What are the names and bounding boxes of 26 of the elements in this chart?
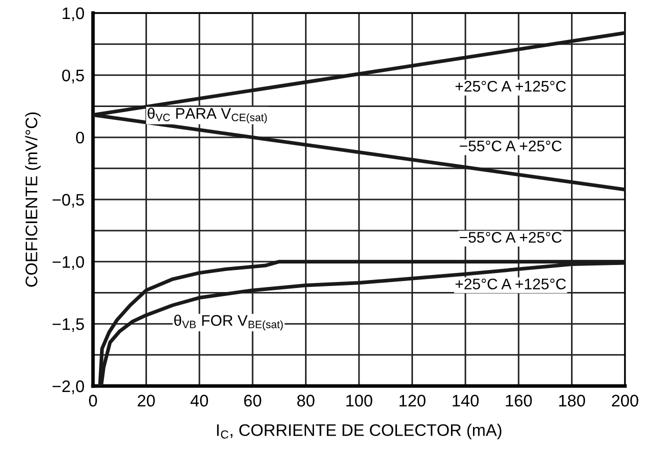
y-tick-label: 1,0 xyxy=(62,7,84,22)
y-tick-label: −0,5 xyxy=(52,194,84,208)
x-axis-title: I$_{C}$, CORRIENTE DE COLECTOR (mA) xyxy=(217,424,502,440)
annotation: −55°C A +25°C xyxy=(460,232,562,243)
x-tick-label: 0 xyxy=(89,394,97,407)
x-tick-label: 140 xyxy=(452,394,479,407)
annotation: −55°C A +25°C xyxy=(460,140,562,152)
y-tick-label: −2,0 xyxy=(52,380,84,394)
x-tick-label: 180 xyxy=(559,394,586,407)
y-tick-label: 0 xyxy=(76,132,84,144)
x-tick-label: 100 xyxy=(346,394,372,407)
x-tick-label: 200 xyxy=(612,394,638,407)
x-tick-label: 160 xyxy=(506,394,532,407)
x-tick-label: 20 xyxy=(138,394,155,407)
annotation: +25°C A +125°C xyxy=(456,278,566,290)
y-tick-label: 0,5 xyxy=(62,70,84,84)
x-tick-label: 40 xyxy=(190,394,208,407)
x-tick-label: 120 xyxy=(400,394,426,407)
annotation: θ$_{VC}$ PARA V$_{CE(sat)}$ xyxy=(148,108,267,124)
y-tick-label: −1,5 xyxy=(52,318,84,332)
y-tick-label: −1,0 xyxy=(52,256,84,270)
x-tick-label: 80 xyxy=(297,394,314,407)
annotation: +25°C A +125°C xyxy=(456,80,566,92)
x-tick-label: 60 xyxy=(244,394,262,407)
y-axis-title: COEFICIENTE (mV/°C) xyxy=(25,112,41,287)
annotation: θ$_{VB}$ FOR V$_{BE(sat)}$ xyxy=(174,314,283,330)
